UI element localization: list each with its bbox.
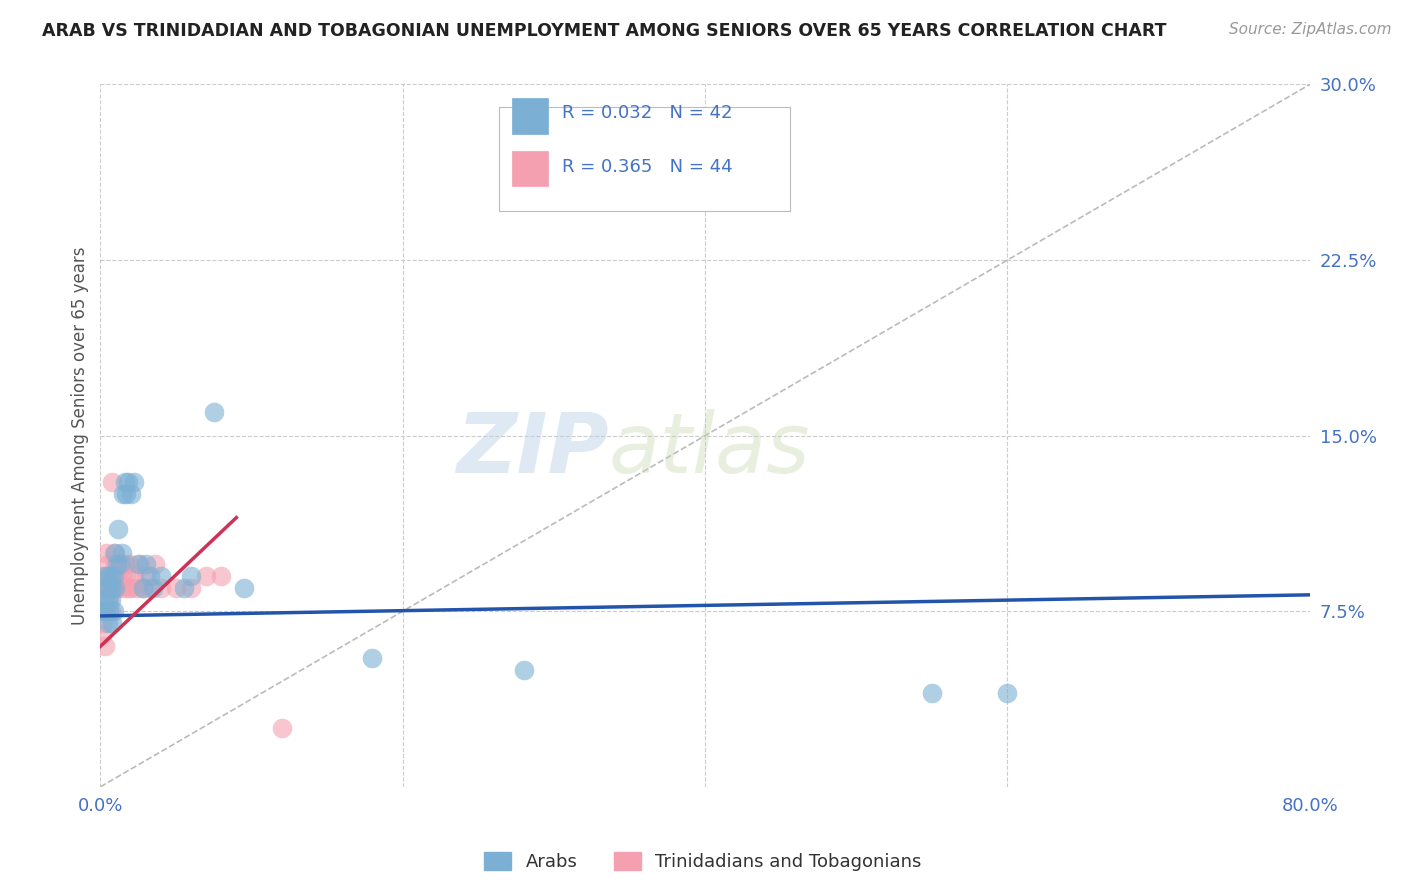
Point (98, 592, 121, 607)
Point (97, 581, 120, 595)
Point (122, 569, 145, 583)
Point (135, 558, 157, 572)
Point (100, 569, 122, 583)
Point (90, 592, 112, 607)
Point (202, 405, 225, 419)
Bar (512, 151, 548, 186)
Point (165, 581, 187, 595)
Point (107, 581, 129, 595)
Point (96, 604, 118, 618)
Point (100, 604, 122, 618)
Point (100, 592, 122, 607)
Point (139, 581, 162, 595)
Point (100, 581, 122, 595)
Point (103, 604, 125, 618)
Point (110, 546, 132, 560)
Point (97, 615, 120, 630)
Text: ZIP: ZIP (456, 409, 609, 491)
Point (361, 651, 384, 665)
Point (94, 592, 117, 607)
Point (97, 569, 120, 583)
Point (93, 615, 115, 630)
Point (115, 487, 138, 501)
Point (98, 569, 121, 583)
Point (143, 558, 166, 572)
Point (98, 604, 121, 618)
Point (149, 569, 172, 583)
Point (101, 581, 124, 595)
Point (112, 581, 135, 595)
Point (103, 546, 125, 560)
Point (125, 581, 148, 595)
Point (117, 475, 139, 490)
Point (103, 581, 125, 595)
Point (997, 686, 1019, 700)
Point (94, 640, 117, 654)
Point (104, 581, 127, 595)
Point (104, 546, 127, 560)
Point (112, 487, 135, 501)
Point (149, 581, 172, 595)
Point (96, 604, 118, 618)
Point (142, 581, 165, 595)
Point (90, 627, 112, 641)
Text: R = 0.032   N = 42: R = 0.032 N = 42 (562, 103, 733, 121)
Point (104, 558, 127, 572)
Point (114, 558, 136, 572)
Point (209, 569, 232, 583)
Point (105, 558, 128, 572)
Point (139, 569, 162, 583)
Bar (512, 98, 548, 134)
Point (180, 569, 202, 583)
Text: R = 0.365   N = 44: R = 0.365 N = 44 (562, 158, 733, 176)
Point (108, 558, 131, 572)
Point (135, 569, 157, 583)
Point (233, 581, 256, 595)
Point (103, 569, 125, 583)
Y-axis label: Unemployment Among Seniors over 65 years: Unemployment Among Seniors over 65 years (72, 246, 89, 625)
Point (93, 581, 115, 595)
Point (101, 615, 124, 630)
Point (101, 475, 124, 490)
Point (98, 581, 121, 595)
Point (107, 522, 129, 536)
Point (105, 569, 128, 583)
Point (131, 581, 153, 595)
Point (180, 581, 202, 595)
Point (115, 569, 138, 583)
Point (173, 581, 195, 595)
Point (89, 604, 111, 618)
Point (93, 604, 115, 618)
Point (131, 581, 153, 595)
Point (512, 663, 534, 677)
Point (118, 558, 141, 572)
Point (122, 475, 145, 490)
Point (921, 686, 943, 700)
Point (117, 581, 139, 595)
Point (120, 487, 142, 501)
Text: Source: ZipAtlas.com: Source: ZipAtlas.com (1229, 22, 1392, 37)
Point (104, 581, 127, 595)
Point (96, 581, 118, 595)
Point (101, 569, 124, 583)
Legend: Arabs, Trinidadians and Tobagonians: Arabs, Trinidadians and Tobagonians (477, 845, 929, 879)
Point (128, 558, 150, 572)
Point (110, 569, 132, 583)
Point (127, 558, 149, 572)
Text: atlas: atlas (609, 409, 810, 491)
FancyBboxPatch shape (499, 107, 790, 211)
Point (96, 546, 118, 560)
Point (97, 592, 120, 607)
Point (270, 721, 292, 735)
Point (108, 558, 131, 572)
Text: ARAB VS TRINIDADIAN AND TOBAGONIAN UNEMPLOYMENT AMONG SENIORS OVER 65 YEARS CORR: ARAB VS TRINIDADIAN AND TOBAGONIAN UNEMP… (42, 22, 1167, 40)
Point (97, 558, 120, 572)
Point (94, 569, 117, 583)
Point (94, 569, 117, 583)
Point (114, 475, 136, 490)
Point (195, 569, 218, 583)
Point (120, 581, 142, 595)
